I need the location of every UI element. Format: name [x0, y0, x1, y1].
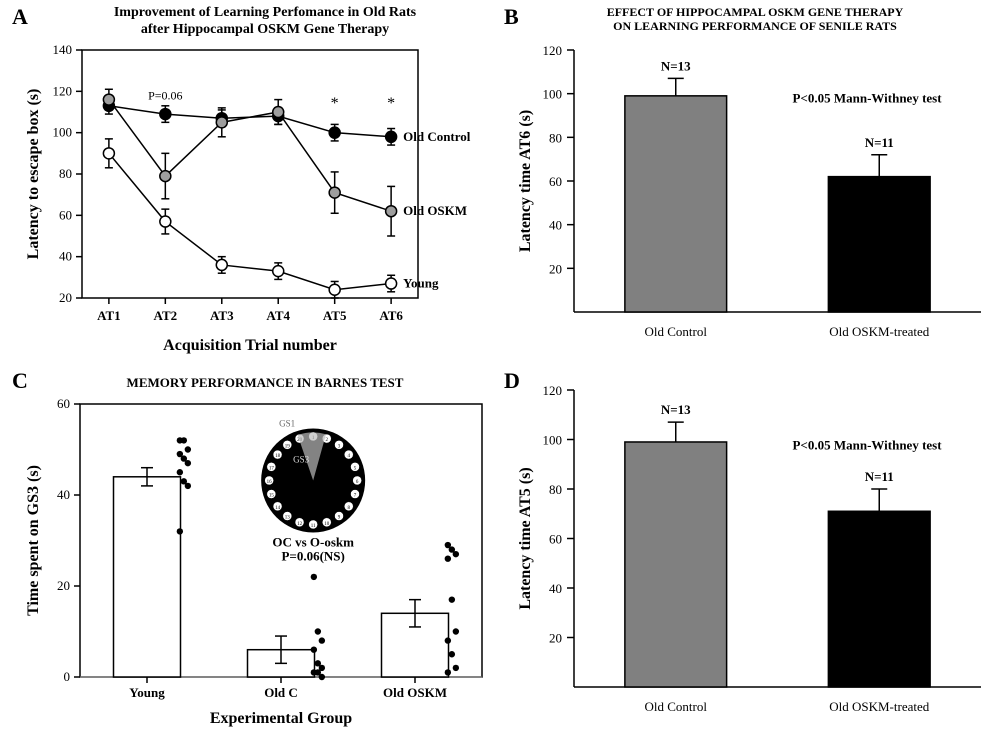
svg-text:140: 140: [53, 42, 73, 57]
svg-text:AT4: AT4: [266, 308, 290, 323]
svg-text:100: 100: [543, 87, 563, 102]
svg-text:N=13: N=13: [661, 402, 691, 417]
svg-text:80: 80: [59, 166, 72, 181]
svg-text:100: 100: [53, 125, 73, 140]
panel-d-chart: 20 40 60 80 100 120 Latency time AT5 (s) N=13 Ol…: [510, 370, 995, 735]
svg-text:40: 40: [59, 249, 72, 264]
svg-text:Old OSKM-treated: Old OSKM-treated: [829, 324, 930, 339]
svg-text:14: 14: [275, 506, 281, 511]
svg-text:13: 13: [285, 516, 291, 521]
panel-b-chart: 20 40 60 80 100 120 Latency time AT6 (s) N=13 Ol…: [510, 30, 995, 360]
svg-text:0: 0: [64, 669, 71, 684]
svg-text:17: 17: [269, 466, 275, 471]
svg-text:60: 60: [549, 174, 562, 189]
svg-text:40: 40: [549, 218, 562, 233]
svg-text:10: 10: [324, 522, 330, 527]
panel-c-chart: 0 20 40 60 Time spent on GS3 (s) Young Old C Ol…: [20, 390, 500, 735]
panel-a-title-2: after Hippocampal OSKM Gene Therapy: [30, 22, 500, 39]
svg-text:12: 12: [297, 522, 303, 527]
panel-a-chart: 20 40 60 80 100 120 140 AT1 AT2 AT3 AT4 AT5 AT6 Acqui…: [20, 40, 500, 360]
svg-text:Acquisition Trial number: Acquisition Trial number: [163, 337, 337, 354]
svg-text:Latency to escape box (s): Latency to escape box (s): [25, 89, 42, 260]
svg-text:100: 100: [543, 433, 563, 448]
svg-text:40: 40: [57, 487, 70, 502]
panel-a-title-1: Improvement of Learning Perfomance in Ol…: [30, 5, 500, 22]
svg-text:*: *: [331, 95, 339, 112]
svg-text:P<0.05 Mann-Withney test: P<0.05 Mann-Withney test: [792, 437, 942, 452]
svg-text:40: 40: [549, 581, 562, 596]
svg-text:120: 120: [543, 43, 563, 58]
svg-text:11: 11: [311, 524, 316, 529]
svg-text:20: 20: [549, 261, 562, 276]
svg-text:80: 80: [549, 482, 562, 497]
svg-text:P<0.05 Mann-Withney test: P<0.05 Mann-Withney test: [792, 90, 942, 105]
svg-text:Old OSKM-treated: Old OSKM-treated: [829, 699, 930, 714]
svg-text:Young: Young: [403, 276, 439, 291]
svg-text:*: *: [387, 95, 395, 112]
svg-text:AT2: AT2: [154, 308, 178, 323]
svg-text:20: 20: [57, 578, 70, 593]
svg-text:P=0.06: P=0.06: [148, 89, 182, 103]
svg-text:60: 60: [59, 207, 72, 222]
svg-text:AT5: AT5: [323, 308, 347, 323]
svg-text:20: 20: [549, 631, 562, 646]
svg-text:Young: Young: [129, 685, 165, 700]
svg-text:60: 60: [57, 396, 70, 411]
svg-text:Old OSKM: Old OSKM: [403, 203, 467, 218]
svg-text:20: 20: [59, 290, 72, 305]
svg-text:19: 19: [285, 444, 291, 449]
svg-text:Old Control: Old Control: [645, 699, 708, 714]
svg-text:N=11: N=11: [865, 469, 894, 484]
svg-text:GS3: GS3: [293, 454, 310, 464]
svg-text:Latency time AT5 (s): Latency time AT5 (s): [517, 467, 534, 609]
panel-label-b: B: [504, 4, 519, 30]
svg-text:N=13: N=13: [661, 58, 691, 73]
svg-text:Old C: Old C: [264, 685, 298, 700]
svg-text:16: 16: [267, 480, 273, 485]
panel-label-a: A: [12, 4, 28, 30]
svg-text:120: 120: [53, 83, 73, 98]
svg-text:GS1: GS1: [279, 418, 295, 428]
svg-text:Old Control: Old Control: [645, 324, 708, 339]
svg-text:15: 15: [269, 494, 275, 499]
svg-text:P=0.06(NS): P=0.06(NS): [281, 548, 344, 563]
svg-text:18: 18: [275, 454, 281, 459]
svg-text:Time spent on GS3 (s): Time spent on GS3 (s): [25, 465, 42, 616]
svg-text:Old OSKM: Old OSKM: [383, 685, 447, 700]
svg-text:OC vs O-oskm: OC vs O-oskm: [272, 534, 354, 549]
svg-text:AT6: AT6: [379, 308, 403, 323]
svg-text:Latency time AT6 (s): Latency time AT6 (s): [517, 110, 534, 252]
svg-text:Old Control: Old Control: [403, 129, 471, 144]
svg-text:AT3: AT3: [210, 308, 234, 323]
svg-text:80: 80: [549, 130, 562, 145]
svg-text:Experimental Group: Experimental Group: [210, 710, 352, 727]
svg-text:60: 60: [549, 532, 562, 547]
panel-b-title-1: EFFECT OF HIPPOCAMPAL OSKM GENE THERAPY: [520, 5, 990, 19]
svg-text:AT1: AT1: [97, 308, 121, 323]
svg-text:N=11: N=11: [865, 135, 894, 150]
panel-c-title: MEMORY PERFORMANCE IN BARNES TEST: [50, 375, 480, 391]
svg-text:120: 120: [543, 383, 563, 398]
